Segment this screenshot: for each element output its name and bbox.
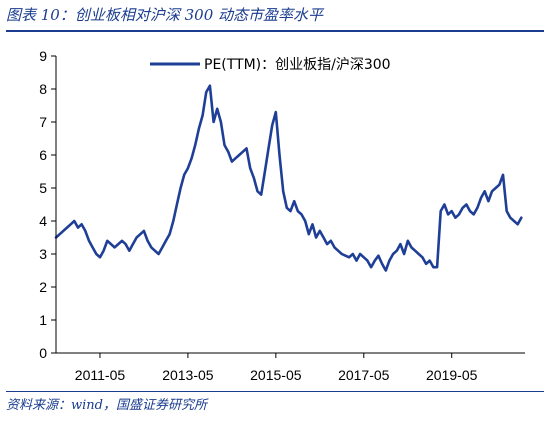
x-tick-label: 2019-05 [426, 367, 478, 383]
y-tick-label: 5 [39, 180, 47, 196]
x-tick-label: 2011-05 [75, 367, 126, 383]
y-tick-label: 6 [39, 147, 47, 163]
y-tick-label: 3 [39, 246, 47, 262]
legend: PE(TTM)：创业板指/沪深300 [150, 57, 391, 73]
figure-title: 图表 10：创业板相对沪深 300 动态市盈率水平 [6, 6, 324, 24]
x-tick-label: 2013-05 [162, 367, 214, 383]
legend-label: PE(TTM)：创业板指/沪深300 [204, 57, 391, 73]
y-tick-label: 1 [39, 312, 47, 328]
y-tick-label: 7 [39, 114, 47, 130]
x-tick-label: 2017-05 [338, 367, 390, 383]
title-rule [6, 30, 544, 32]
y-tick-label: 9 [39, 48, 47, 64]
bottom-rule [6, 391, 544, 392]
series-line [54, 84, 523, 272]
y-tick-label: 2 [39, 279, 47, 295]
y-axis: 0 1 2 3 4 5 6 7 8 9 [39, 48, 56, 361]
y-tick-label: 4 [39, 213, 47, 229]
y-tick-label: 8 [39, 81, 47, 97]
x-axis: 2011-05 2013-05 2015-05 2017-05 2019-05 [75, 353, 478, 383]
source-note: 资料来源：wind，国盛证券研究所 [6, 398, 207, 413]
y-tick-label: 0 [39, 345, 47, 361]
x-tick-label: 2015-05 [250, 367, 302, 383]
